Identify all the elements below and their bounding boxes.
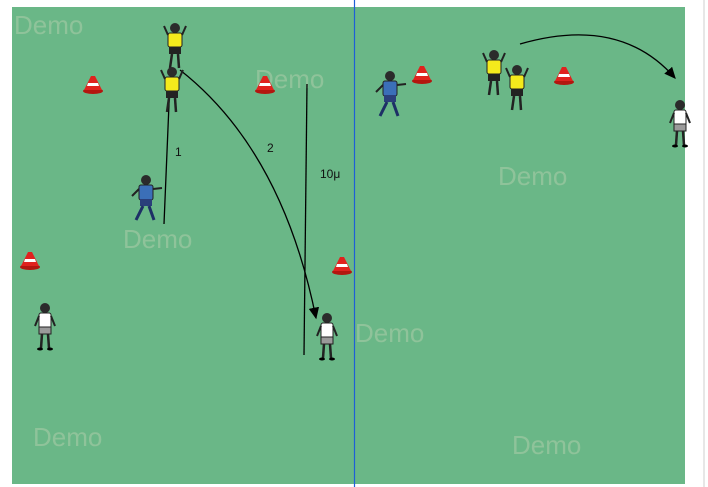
pass-label-2: 2 bbox=[267, 141, 274, 155]
pass-arrow-icon bbox=[179, 69, 320, 320]
watermark: Demo bbox=[355, 318, 424, 348]
pass-label-1: 1 bbox=[175, 145, 182, 159]
watermark: Demo bbox=[14, 10, 83, 40]
watermark: Demo bbox=[498, 161, 567, 191]
pass-arrow-icon bbox=[519, 34, 676, 79]
watermark: Demo bbox=[123, 224, 192, 254]
distance-label: 10μ bbox=[320, 167, 340, 181]
distance-line bbox=[303, 83, 308, 356]
watermark: Demo bbox=[33, 422, 102, 452]
watermark: Demo bbox=[512, 430, 581, 460]
